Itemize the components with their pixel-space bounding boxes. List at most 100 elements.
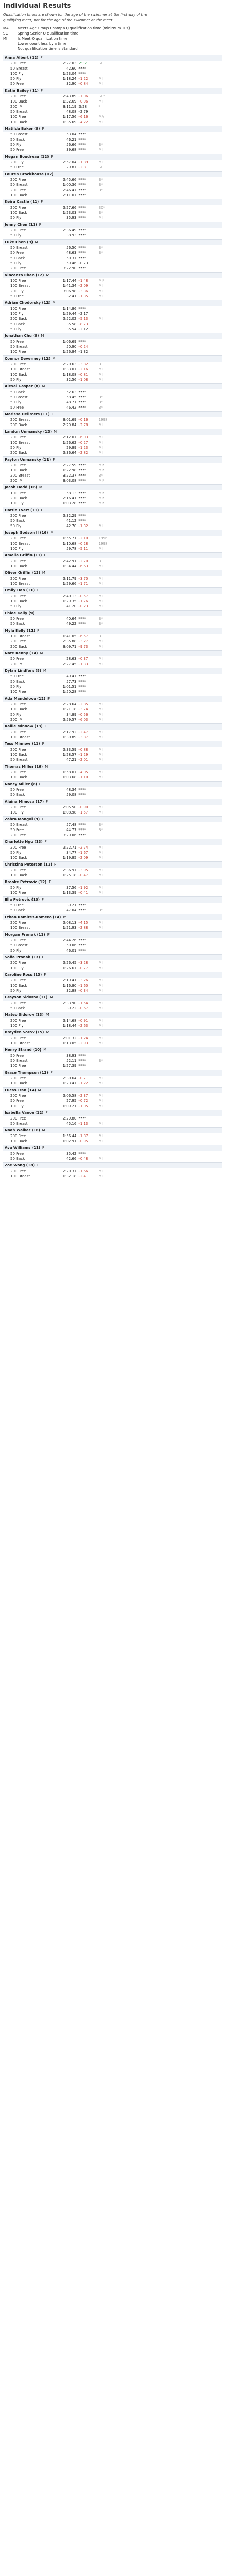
event-cell: 200 Free	[10, 94, 26, 98]
table-row: 200 Free 2:01.32 -1.24 MI	[3, 1036, 222, 1041]
athlete-name[interactable]: Amelia Griffin (11) F	[3, 552, 222, 558]
athlete-name[interactable]: Luke Chen (9) M	[3, 239, 222, 245]
athlete-name-text: Jacob Dodd (16)	[5, 485, 37, 489]
status-cell: -8.73	[78, 322, 88, 326]
note-cell: MI	[98, 440, 103, 445]
athlete-name[interactable]: Alaina Mimosa (17) F	[3, 799, 222, 805]
athlete-name[interactable]: Isabella Vance (12) F	[3, 1110, 222, 1116]
athlete-name[interactable]: Ella Petrovic (10) F	[3, 896, 222, 903]
note-cell: MA	[98, 115, 104, 119]
note-cell	[98, 71, 222, 76]
status-cell: -2.09	[78, 284, 88, 288]
status-cell: -0.37	[78, 657, 88, 661]
note-cell: MI	[98, 978, 103, 982]
note-cell: SC	[98, 165, 103, 170]
athlete-name[interactable]: Anna Albert (12) F	[3, 55, 222, 61]
note-cell: MI	[98, 713, 103, 717]
table-row: 50 Breast 45.16 -1.13 MI	[3, 1121, 222, 1126]
athlete-name[interactable]: Ethan Ramirez-Romero (14) M	[3, 914, 222, 920]
status-cell: -0.95	[78, 1139, 88, 1143]
athlete-block: Nate Kenny (14) M 50 Free 28.63 -0.37 MI 200 I…	[3, 650, 222, 667]
athlete-name[interactable]: Vincenzo Chen (12) M	[3, 272, 222, 278]
athlete-name[interactable]: Jonathan Chu (9) M	[3, 333, 222, 339]
athlete-name[interactable]: Sofia Pronak (13) F	[3, 954, 222, 960]
athlete-name[interactable]: Caroline Ross (13) F	[3, 972, 222, 978]
athlete-name[interactable]: Brooke Petrovic (12) F	[3, 879, 222, 885]
athlete-name[interactable]: Grayson Sidorov (11) M	[3, 994, 222, 1001]
event-cell: 100 Fly	[10, 501, 24, 505]
table-row: 200 Free 2:35.88 -3.27 MI	[3, 639, 222, 644]
athlete-name[interactable]: Alexei Gasper (8) M	[3, 383, 222, 389]
note-cell: B*	[98, 183, 103, 187]
swim-table: 200 Free 2:33.90 -1.54 MI 50 Back 39.22 -0.67 M…	[3, 1001, 222, 1011]
event-cell: 100 Back	[10, 193, 27, 197]
athlete-name[interactable]: Adrian Chodorsky (12) M	[3, 300, 222, 306]
athlete-name[interactable]: Ava Williams (11) F	[3, 1145, 222, 1151]
athlete-name[interactable]: Noah Walker (16) M	[3, 1127, 222, 1133]
athlete-name[interactable]: Chloe Kelly (9) F	[3, 610, 222, 616]
time-cell: 1:26.67	[62, 966, 77, 970]
table-row: 200 IM 3:03.08 **** MI*	[3, 478, 222, 483]
athlete-name[interactable]: Charlotte Ngo (13) F	[3, 839, 222, 845]
athlete-name[interactable]: Landon Unmansky (13) M	[3, 429, 222, 435]
athlete-name[interactable]: Thomas Miller (16) M	[3, 764, 222, 770]
athlete-sex: F	[42, 1146, 45, 1150]
athlete-name[interactable]: Grace Thompson (12) F	[3, 1070, 222, 1076]
table-row: 50 Fly 41.20 -0.23 MI	[3, 604, 222, 609]
athlete-sex: M	[45, 1013, 49, 1017]
athlete-name[interactable]: Henry Strand (10) M	[3, 1047, 222, 1053]
time-cell: 50.37	[66, 256, 77, 260]
athlete-name[interactable]: Connor Devenney (12) M	[3, 355, 222, 362]
athlete-name[interactable]: Matilda Baker (9) F	[3, 126, 222, 132]
status-cell: -0.91	[78, 1019, 88, 1023]
event-cell: 50 Back	[10, 256, 25, 260]
athlete-name[interactable]: Jenny Chen (11) F	[3, 222, 222, 228]
athlete-name[interactable]: Tess Minnow (11) F	[3, 741, 222, 747]
swim-table: 200 Free 2:33.59 -0.88 MI 100 Back 1:28.57 -1.…	[3, 747, 222, 762]
time-cell: 47.21	[66, 758, 77, 762]
athlete-name[interactable]: Megan Boudreau (12) F	[3, 154, 222, 160]
athlete-name[interactable]: Zoe Wong (13) F	[3, 1162, 222, 1168]
time-cell: 2:35.88	[62, 639, 77, 643]
athlete-name[interactable]: Hattie Evert (11) F	[3, 507, 222, 513]
status-cell: -0.73	[78, 261, 88, 265]
athlete-name[interactable]: Nancy Miller (8) F	[3, 781, 222, 787]
status-cell: ****	[78, 148, 86, 152]
athlete-name[interactable]: Joseph Godson II (16) M	[3, 530, 222, 536]
table-row: 50 Fly 48.71 **** B*	[3, 400, 222, 405]
athlete-name[interactable]: Keira Castle (11) F	[3, 199, 222, 205]
athlete-name[interactable]: Mateo Sidorov (13) M	[3, 1012, 222, 1018]
note-cell: MI	[98, 160, 103, 164]
athlete-name[interactable]: Brayden Sorov (15) M	[3, 1029, 222, 1036]
athlete-name[interactable]: Lucas Tran (14) M	[3, 1087, 222, 1093]
athlete-name[interactable]: Jacob Dodd (16) M	[3, 484, 222, 490]
note-cell	[98, 389, 222, 395]
note-cell: MI	[98, 99, 103, 104]
athlete-name[interactable]: Lauren Brockhouse (12) F	[3, 171, 222, 177]
status-cell: ****	[78, 266, 86, 270]
athlete-name[interactable]: Morgan Pronak (11) F	[3, 931, 222, 938]
athlete-name[interactable]: Dylan Lindfors (8) M	[3, 668, 222, 674]
athlete-name[interactable]: Christina Peterson (13) F	[3, 861, 222, 868]
athlete-name[interactable]: Ada Mandelova (12) F	[3, 696, 222, 702]
athlete-name[interactable]: Kallie Minnow (13) F	[3, 723, 222, 730]
athlete-name[interactable]: Emily Han (11) F	[3, 587, 222, 594]
time-cell: 2:46.47	[62, 188, 77, 192]
athlete-name[interactable]: Zahra Mongol (9) F	[3, 816, 222, 822]
athlete-name[interactable]: Oliver Griffin (13) M	[3, 570, 222, 576]
athlete-name[interactable]: Nate Kenny (14) M	[3, 650, 222, 656]
athlete-name[interactable]: Katie Bailey (11) F	[3, 88, 222, 94]
time-cell: 32.90	[66, 82, 77, 86]
table-row: 50 Free 1:06.69 ****	[3, 339, 222, 344]
athlete-name[interactable]: Myla Kelly (11) F	[3, 628, 222, 634]
note-cell: MI	[98, 367, 103, 371]
status-cell: -2.93	[78, 1041, 88, 1045]
event-cell: 50 Free	[10, 340, 24, 344]
event-cell: 100 Back	[10, 873, 27, 877]
athlete-name[interactable]: Marissa Hellmers (17) F	[3, 411, 222, 417]
status-cell: ****	[78, 680, 86, 684]
time-cell: 59.46	[66, 261, 77, 265]
athlete-name[interactable]: Payton Unmansky (11) F	[3, 456, 222, 463]
table-row: 100 Free 1:14.86 ****	[3, 306, 222, 311]
status-cell: ****	[78, 132, 86, 137]
